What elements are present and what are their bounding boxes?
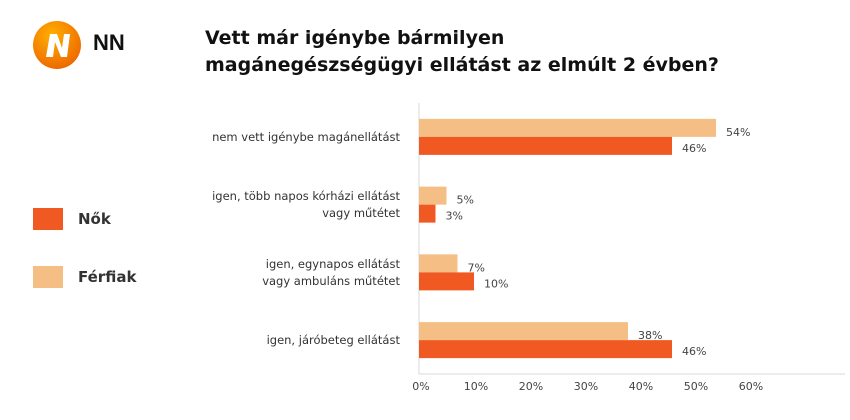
legend-label-ferfiak: Férfiak xyxy=(78,268,137,286)
data-label: 5% xyxy=(457,194,474,207)
data-label: 7% xyxy=(468,261,485,274)
category-label: nem vett igénybe magánellátást xyxy=(212,130,400,144)
data-label: 46% xyxy=(682,345,706,358)
data-label: 54% xyxy=(726,126,750,139)
category-label: vagy ambuláns műtétet xyxy=(262,274,400,288)
bar-ferfiak xyxy=(419,186,447,205)
category-label: igen, több napos kórházi ellátást xyxy=(212,189,400,203)
bar-nok xyxy=(419,340,672,359)
bar-ferfiak xyxy=(419,254,458,273)
data-label: 38% xyxy=(638,329,662,342)
legend-label-nok: Nők xyxy=(78,210,111,228)
x-tick-label: 30% xyxy=(574,380,598,393)
x-tick-label: 20% xyxy=(519,380,543,393)
x-tick-label: 40% xyxy=(629,380,653,393)
bar-ferfiak xyxy=(419,118,716,137)
title-line: Vett már igénybe bármilyen xyxy=(205,27,505,49)
bar-nok xyxy=(419,204,436,223)
data-label: 46% xyxy=(682,142,706,155)
nn-logo-icon xyxy=(33,21,81,69)
bar-nok xyxy=(419,136,672,155)
category-label: vagy műtétet xyxy=(322,206,400,220)
data-label: 3% xyxy=(446,210,463,223)
x-tick-label: 60% xyxy=(739,380,763,393)
bar-nok xyxy=(419,272,474,291)
brand-name: NN xyxy=(93,30,125,55)
legend-swatch-ferfiak xyxy=(33,266,63,288)
data-label: 10% xyxy=(484,277,508,290)
category-label: igen, egynapos ellátást xyxy=(266,257,401,271)
chart-title: Vett már igénybe bármilyen magánegészség… xyxy=(205,25,719,79)
title-line: magánegészségügyi ellátást az elmúlt 2 é… xyxy=(205,54,719,76)
legend-swatch-nok xyxy=(33,208,63,230)
bar-ferfiak xyxy=(419,322,628,341)
x-tick-label: 50% xyxy=(684,380,708,393)
x-tick-label: 0% xyxy=(412,380,429,393)
category-label: igen, járóbeteg ellátást xyxy=(267,333,401,347)
x-tick-label: 10% xyxy=(464,380,488,393)
